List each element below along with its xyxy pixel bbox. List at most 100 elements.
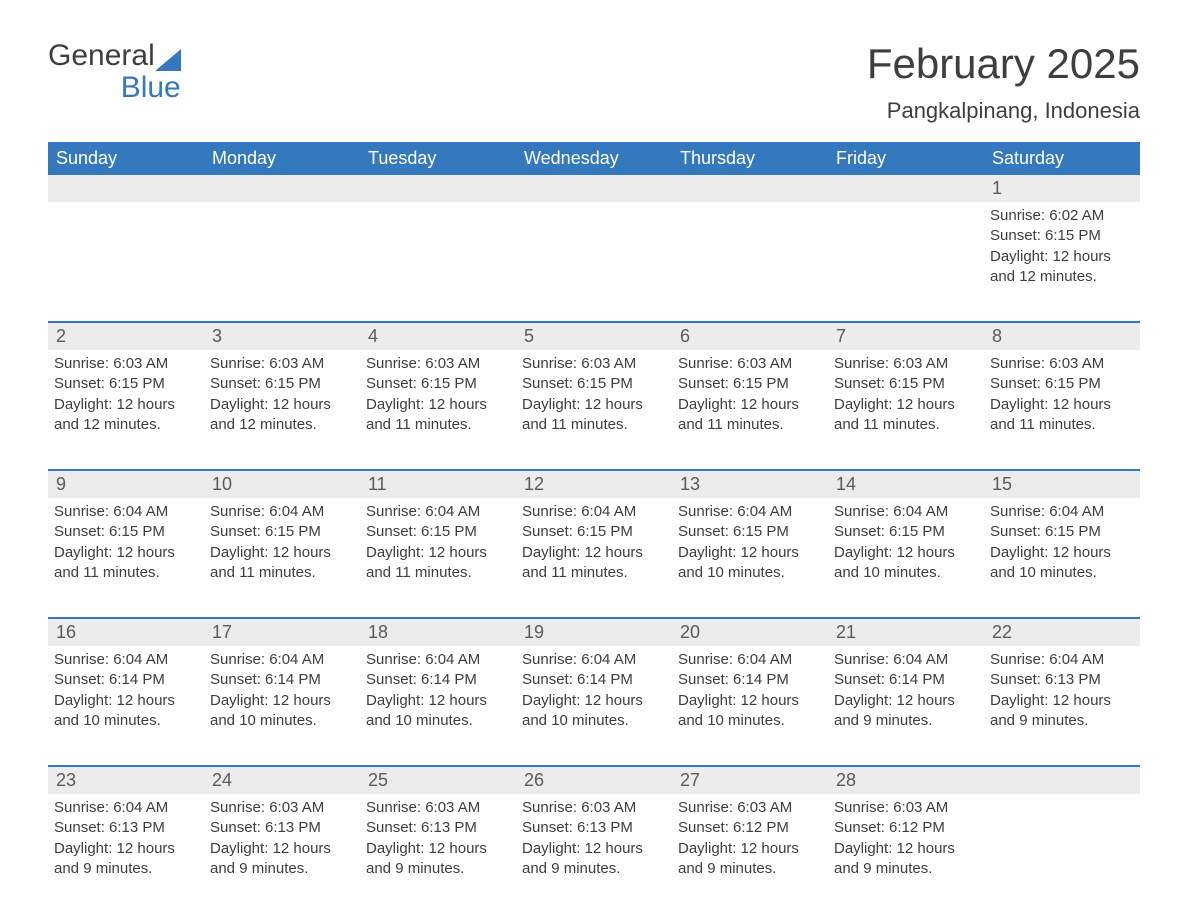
daynum-row: 1 bbox=[984, 175, 1140, 202]
day-cell: 20Sunrise: 6:04 AMSunset: 6:14 PMDayligh… bbox=[672, 619, 828, 743]
day-cell: 14Sunrise: 6:04 AMSunset: 6:15 PMDayligh… bbox=[828, 471, 984, 595]
sunrise-text: Sunrise: 6:03 AM bbox=[990, 354, 1134, 374]
sunset-text: Sunset: 6:13 PM bbox=[366, 818, 510, 838]
sunrise-text: Sunrise: 6:03 AM bbox=[522, 354, 666, 374]
daynum-row bbox=[984, 767, 1140, 794]
daynum-row: 23 bbox=[48, 767, 204, 794]
daylight1-text: Daylight: 12 hours bbox=[990, 691, 1134, 711]
day-cell: 5Sunrise: 6:03 AMSunset: 6:15 PMDaylight… bbox=[516, 323, 672, 447]
daynum-row: 11 bbox=[360, 471, 516, 498]
daylight2-text: and 10 minutes. bbox=[990, 563, 1134, 583]
day-cell: 4Sunrise: 6:03 AMSunset: 6:15 PMDaylight… bbox=[360, 323, 516, 447]
day-cell: 19Sunrise: 6:04 AMSunset: 6:14 PMDayligh… bbox=[516, 619, 672, 743]
sunset-text: Sunset: 6:15 PM bbox=[678, 522, 822, 542]
daylight2-text: and 9 minutes. bbox=[990, 711, 1134, 731]
daynum-row: 7 bbox=[828, 323, 984, 350]
daylight1-text: Daylight: 12 hours bbox=[678, 543, 822, 563]
day-number: 4 bbox=[368, 326, 378, 346]
sunrise-text: Sunrise: 6:03 AM bbox=[678, 354, 822, 374]
sunrise-text: Sunrise: 6:03 AM bbox=[366, 798, 510, 818]
daynum-row: 5 bbox=[516, 323, 672, 350]
daynum-row: 3 bbox=[204, 323, 360, 350]
daylight1-text: Daylight: 12 hours bbox=[210, 395, 354, 415]
sunset-text: Sunset: 6:15 PM bbox=[990, 226, 1134, 246]
day-cell: 3Sunrise: 6:03 AMSunset: 6:15 PMDaylight… bbox=[204, 323, 360, 447]
daynum-row: 2 bbox=[48, 323, 204, 350]
sunrise-text: Sunrise: 6:03 AM bbox=[366, 354, 510, 374]
daynum-row: 22 bbox=[984, 619, 1140, 646]
day-cell: 7Sunrise: 6:03 AMSunset: 6:15 PMDaylight… bbox=[828, 323, 984, 447]
day-number: 1 bbox=[992, 178, 1002, 198]
day-number: 16 bbox=[56, 622, 76, 642]
daylight2-text: and 10 minutes. bbox=[366, 711, 510, 731]
week-row: 1Sunrise: 6:02 AMSunset: 6:15 PMDaylight… bbox=[48, 175, 1140, 299]
day-cell: 17Sunrise: 6:04 AMSunset: 6:14 PMDayligh… bbox=[204, 619, 360, 743]
weekday-thursday: Thursday bbox=[672, 142, 828, 175]
week-row: 23Sunrise: 6:04 AMSunset: 6:13 PMDayligh… bbox=[48, 765, 1140, 891]
daylight1-text: Daylight: 12 hours bbox=[834, 691, 978, 711]
day-number: 7 bbox=[836, 326, 846, 346]
sunset-text: Sunset: 6:13 PM bbox=[54, 818, 198, 838]
daylight2-text: and 12 minutes. bbox=[990, 267, 1134, 287]
calendar: Sunday Monday Tuesday Wednesday Thursday… bbox=[48, 142, 1140, 891]
sunset-text: Sunset: 6:14 PM bbox=[210, 670, 354, 690]
daylight1-text: Daylight: 12 hours bbox=[366, 839, 510, 859]
sunset-text: Sunset: 6:15 PM bbox=[54, 374, 198, 394]
daynum-row: 18 bbox=[360, 619, 516, 646]
sunrise-text: Sunrise: 6:04 AM bbox=[54, 502, 198, 522]
daynum-row: 10 bbox=[204, 471, 360, 498]
daynum-row: 12 bbox=[516, 471, 672, 498]
daylight1-text: Daylight: 12 hours bbox=[522, 543, 666, 563]
daylight1-text: Daylight: 12 hours bbox=[990, 395, 1134, 415]
daylight2-text: and 9 minutes. bbox=[366, 859, 510, 879]
weekday-saturday: Saturday bbox=[984, 142, 1140, 175]
sunrise-text: Sunrise: 6:04 AM bbox=[990, 502, 1134, 522]
sunset-text: Sunset: 6:15 PM bbox=[210, 522, 354, 542]
daylight2-text: and 11 minutes. bbox=[522, 415, 666, 435]
day-number: 20 bbox=[680, 622, 700, 642]
daylight2-text: and 10 minutes. bbox=[678, 711, 822, 731]
day-cell: 10Sunrise: 6:04 AMSunset: 6:15 PMDayligh… bbox=[204, 471, 360, 595]
week-row: 16Sunrise: 6:04 AMSunset: 6:14 PMDayligh… bbox=[48, 617, 1140, 743]
day-number: 9 bbox=[56, 474, 66, 494]
daynum-row: 28 bbox=[828, 767, 984, 794]
day-cell: 11Sunrise: 6:04 AMSunset: 6:15 PMDayligh… bbox=[360, 471, 516, 595]
day-cell bbox=[48, 175, 204, 299]
sunrise-text: Sunrise: 6:03 AM bbox=[210, 354, 354, 374]
day-cell: 13Sunrise: 6:04 AMSunset: 6:15 PMDayligh… bbox=[672, 471, 828, 595]
daynum-row: 8 bbox=[984, 323, 1140, 350]
day-cell: 8Sunrise: 6:03 AMSunset: 6:15 PMDaylight… bbox=[984, 323, 1140, 447]
daylight1-text: Daylight: 12 hours bbox=[834, 543, 978, 563]
daylight2-text: and 11 minutes. bbox=[834, 415, 978, 435]
daynum-row: 13 bbox=[672, 471, 828, 498]
day-number: 6 bbox=[680, 326, 690, 346]
daylight1-text: Daylight: 12 hours bbox=[54, 839, 198, 859]
daynum-row: 21 bbox=[828, 619, 984, 646]
sunrise-text: Sunrise: 6:03 AM bbox=[54, 354, 198, 374]
daylight1-text: Daylight: 12 hours bbox=[522, 395, 666, 415]
daylight2-text: and 9 minutes. bbox=[54, 859, 198, 879]
daylight2-text: and 10 minutes. bbox=[522, 711, 666, 731]
daynum-row bbox=[48, 175, 204, 202]
daylight2-text: and 10 minutes. bbox=[678, 563, 822, 583]
daylight2-text: and 11 minutes. bbox=[678, 415, 822, 435]
daylight2-text: and 11 minutes. bbox=[522, 563, 666, 583]
daylight1-text: Daylight: 12 hours bbox=[210, 691, 354, 711]
sunrise-text: Sunrise: 6:04 AM bbox=[522, 650, 666, 670]
day-number: 5 bbox=[524, 326, 534, 346]
daynum-row: 27 bbox=[672, 767, 828, 794]
logo-text: General Blue bbox=[48, 40, 181, 103]
sunrise-text: Sunrise: 6:04 AM bbox=[366, 502, 510, 522]
daynum-row: 9 bbox=[48, 471, 204, 498]
weekday-header-row: Sunday Monday Tuesday Wednesday Thursday… bbox=[48, 142, 1140, 175]
sunrise-text: Sunrise: 6:03 AM bbox=[210, 798, 354, 818]
day-number: 21 bbox=[836, 622, 856, 642]
day-number: 26 bbox=[524, 770, 544, 790]
day-number: 19 bbox=[524, 622, 544, 642]
day-cell bbox=[984, 767, 1140, 891]
sunset-text: Sunset: 6:15 PM bbox=[834, 374, 978, 394]
day-number: 11 bbox=[368, 474, 387, 494]
month-title: February 2025 bbox=[867, 40, 1140, 88]
daylight2-text: and 9 minutes. bbox=[834, 711, 978, 731]
sunset-text: Sunset: 6:15 PM bbox=[366, 522, 510, 542]
